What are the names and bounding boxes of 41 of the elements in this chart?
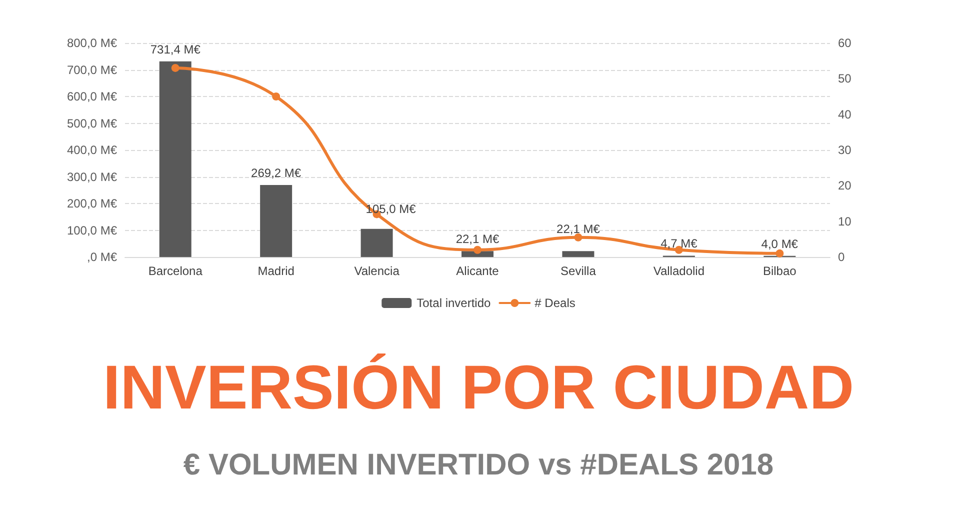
legend-label: Total invertido (416, 296, 491, 310)
data-label: 4,7 M€ (660, 236, 698, 251)
y-tick-label: 300,0 M€ (66, 170, 118, 184)
x-tick-label: Barcelona (148, 264, 203, 278)
y2-tick-label: 50 (838, 72, 852, 86)
y-tick-label: 100,0 M€ (66, 223, 118, 238)
y2-tick-label: 60 (838, 36, 852, 50)
data-label: 4,0 M€ (761, 236, 798, 251)
y-tick-label: 200,0 M€ (66, 196, 118, 210)
y-tick-label: 600,0 M€ (66, 90, 118, 104)
bar (360, 228, 393, 257)
point (171, 64, 180, 72)
y2-tick-label: 30 (838, 143, 852, 157)
x-tick-label: Sevilla (560, 264, 596, 278)
x-tick-label: Valencia (354, 264, 400, 278)
text: INVERSIÓN POR CIUDAD (103, 354, 854, 422)
y-tick-label: 400,0 M€ (66, 143, 118, 157)
data-label: 22,1 M€ (456, 232, 500, 246)
y2-tick-label: 20 (838, 178, 852, 193)
y2-tick-label: 40 (838, 107, 852, 122)
y-tick-label: 500,0 M€ (66, 116, 118, 130)
data-label: 269,2 M€ (251, 166, 302, 180)
bar (562, 251, 594, 257)
x-tick-label: Alicante (456, 264, 500, 278)
point (776, 249, 784, 258)
y-tick-label: ,0 M€ (86, 250, 118, 264)
bar (159, 61, 192, 257)
legend-label: # Deals (534, 296, 576, 310)
y-tick-label: 700,0 M€ (66, 62, 118, 77)
bar (260, 184, 292, 257)
x-tick-label: Bilbao (762, 264, 797, 278)
y-tick-label: 800,0 M€ (66, 36, 118, 50)
y2-tick-label: 10 (838, 214, 852, 228)
data-label: 731,4 M€ (150, 42, 201, 56)
data-label: 22,1 M€ (556, 222, 600, 236)
point (272, 92, 280, 100)
x-tick-label: Madrid (258, 264, 294, 278)
x-tick-label: Valladolid (653, 264, 705, 278)
point (474, 246, 482, 254)
y2-tick-label: 0 (838, 250, 845, 264)
text: € VOLUMEN INVERTIDO vs #DEALS 2018 (183, 448, 774, 482)
